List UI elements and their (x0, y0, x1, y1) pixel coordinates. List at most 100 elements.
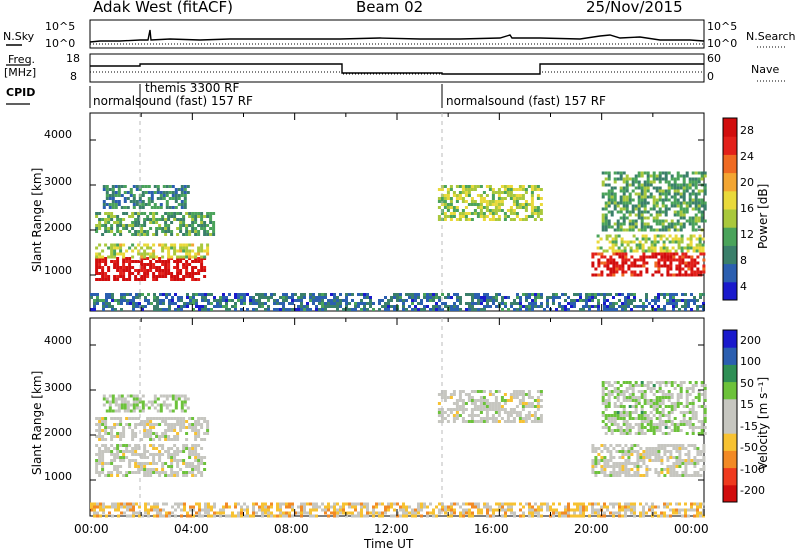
echo-cell (173, 423, 177, 426)
echo-cell (158, 435, 162, 438)
echo-cell (678, 264, 682, 268)
echo-cell (646, 420, 650, 423)
echo-cell (597, 261, 601, 265)
echo-cell (206, 224, 210, 227)
echo-cell (660, 264, 664, 268)
echo-cell (480, 299, 483, 302)
echo-cell (702, 258, 706, 262)
echo-cell (613, 423, 617, 426)
echo-cell (276, 505, 279, 509)
echo-cell (158, 471, 162, 474)
echo-cell (536, 185, 540, 188)
echo-cell (606, 450, 610, 453)
echo-cell (660, 511, 663, 515)
echo-cell (681, 462, 685, 465)
echo-cell (651, 505, 654, 509)
echo-cell (693, 447, 697, 450)
echo-cell (128, 278, 132, 281)
echo-cell (101, 218, 105, 221)
echo-cell (117, 514, 120, 518)
echo-cell (360, 514, 363, 518)
echo-cell (261, 293, 264, 296)
echo-cell (504, 511, 507, 515)
echo-cell (622, 393, 626, 396)
echo-cell (99, 505, 102, 509)
echo-cell (137, 272, 141, 275)
echo-cell (527, 411, 531, 414)
echo-cell (426, 305, 429, 308)
echo-cell (601, 420, 605, 423)
echo-cell (555, 308, 558, 311)
echo-cell (461, 408, 465, 411)
echo-cell (279, 296, 282, 299)
echo-cell (567, 514, 570, 518)
echo-cell (654, 511, 657, 515)
echo-cell (147, 200, 151, 203)
echo-cell (176, 471, 180, 474)
echo-cell (492, 302, 495, 305)
echo-cell (625, 204, 629, 208)
echo-cell (518, 197, 522, 200)
echo-cell (656, 234, 660, 238)
echo-cell (192, 299, 195, 302)
echo-cell (191, 212, 195, 215)
echo-cell (633, 474, 637, 477)
echo-cell (654, 456, 658, 459)
echo-cell (500, 417, 504, 420)
echo-cell (534, 299, 537, 302)
echo-cell (540, 293, 543, 296)
echo-cell (437, 420, 441, 423)
echo-cell (622, 222, 626, 226)
echo-cell (420, 502, 423, 506)
echo-cell (684, 465, 688, 468)
echo-cell (300, 299, 303, 302)
echo-cell (113, 435, 117, 438)
echo-cell (170, 468, 174, 471)
echo-cell (461, 197, 465, 200)
velocity-y-tick: 1000 (44, 470, 72, 483)
echo-cell (477, 299, 480, 302)
echo-cell (482, 399, 486, 402)
echo-cell (237, 296, 240, 299)
echo-cell (144, 511, 147, 515)
echo-cell (357, 502, 360, 506)
echo-cell (164, 230, 168, 233)
echo-cell (570, 508, 573, 512)
echo-cell (179, 423, 183, 426)
echo-cell (688, 201, 692, 205)
echo-cell (497, 209, 501, 212)
echo-cell (530, 414, 534, 417)
echo-cell (458, 212, 462, 215)
echo-cell (631, 387, 635, 390)
echo-cell (176, 438, 180, 441)
echo-cell (93, 299, 96, 302)
echo-cell (188, 450, 192, 453)
echo-cell (691, 228, 695, 232)
echo-cell (171, 197, 175, 200)
echo-cell (336, 508, 339, 512)
echo-cell (684, 261, 688, 265)
echo-cell (294, 511, 297, 515)
echo-cell (140, 230, 144, 233)
echo-cell (110, 227, 114, 230)
echo-cell (182, 233, 186, 236)
echo-cell (180, 191, 184, 194)
echo-cell (162, 514, 165, 518)
echo-cell (625, 195, 629, 199)
echo-cell (173, 278, 177, 281)
echo-cell (465, 511, 468, 515)
echo-cell (657, 447, 661, 450)
echo-cell (591, 450, 595, 453)
echo-cell (702, 293, 705, 296)
echo-cell (122, 426, 126, 429)
echo-cell (609, 444, 613, 447)
echo-cell (471, 505, 474, 509)
echo-cell (156, 514, 159, 518)
echo-cell (637, 183, 641, 187)
echo-cell (531, 505, 534, 509)
echo-cell (159, 194, 163, 197)
echo-cell (672, 474, 676, 477)
echo-cell (384, 296, 387, 299)
echo-cell (93, 511, 96, 515)
echo-cell (625, 228, 629, 232)
